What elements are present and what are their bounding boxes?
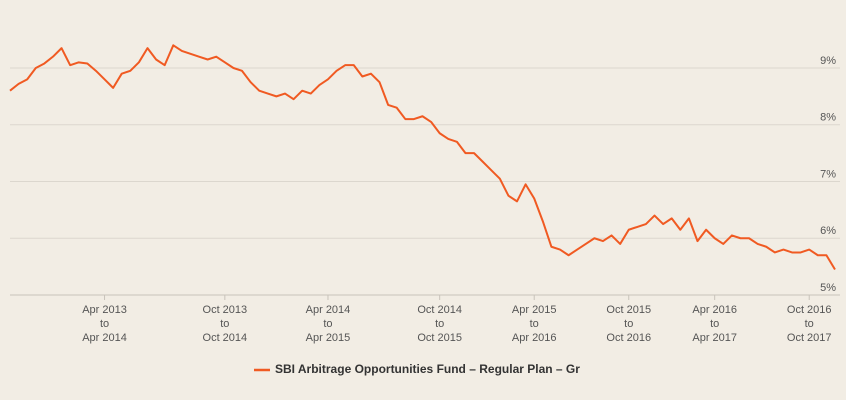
y-tick-label: 5% [820, 282, 836, 294]
x-tick-label: to [805, 318, 814, 330]
x-tick-label: to [323, 318, 332, 330]
x-tick-label: Oct 2016 [787, 304, 832, 316]
x-tick-label: to [530, 318, 539, 330]
x-tick-label: Oct 2015 [606, 304, 651, 316]
x-tick-label: Apr 2014 [82, 332, 127, 344]
x-tick-label: Apr 2016 [512, 332, 557, 344]
x-tick-label: Oct 2014 [203, 332, 248, 344]
x-tick-label: Apr 2013 [82, 304, 127, 316]
x-tick-label: to [624, 318, 633, 330]
x-tick-label: Oct 2013 [203, 304, 248, 316]
x-tick-label: Oct 2015 [417, 332, 462, 344]
y-tick-label: 7% [820, 168, 836, 180]
x-tick-label: Apr 2015 [306, 332, 351, 344]
x-tick-label: to [710, 318, 719, 330]
x-tick-label: Apr 2014 [306, 304, 351, 316]
x-tick-label: Apr 2016 [692, 304, 737, 316]
x-tick-label: Oct 2017 [787, 332, 832, 344]
data-line [9, 44, 836, 270]
y-tick-label: 9% [820, 55, 836, 67]
x-tick-label: to [100, 318, 109, 330]
x-tick-label: to [435, 318, 444, 330]
x-tick-label: Apr 2017 [692, 332, 737, 344]
legend: SBI Arbitrage Opportunities Fund – Regul… [254, 362, 580, 376]
x-tick-label: Apr 2015 [512, 304, 557, 316]
x-tick-label: Oct 2014 [417, 304, 462, 316]
y-tick-label: 6% [820, 225, 836, 237]
legend-label: SBI Arbitrage Opportunities Fund – Regul… [275, 362, 580, 376]
x-tick-label: to [220, 318, 229, 330]
y-tick-label: 8% [820, 112, 836, 124]
x-tick-label: Oct 2016 [606, 332, 651, 344]
